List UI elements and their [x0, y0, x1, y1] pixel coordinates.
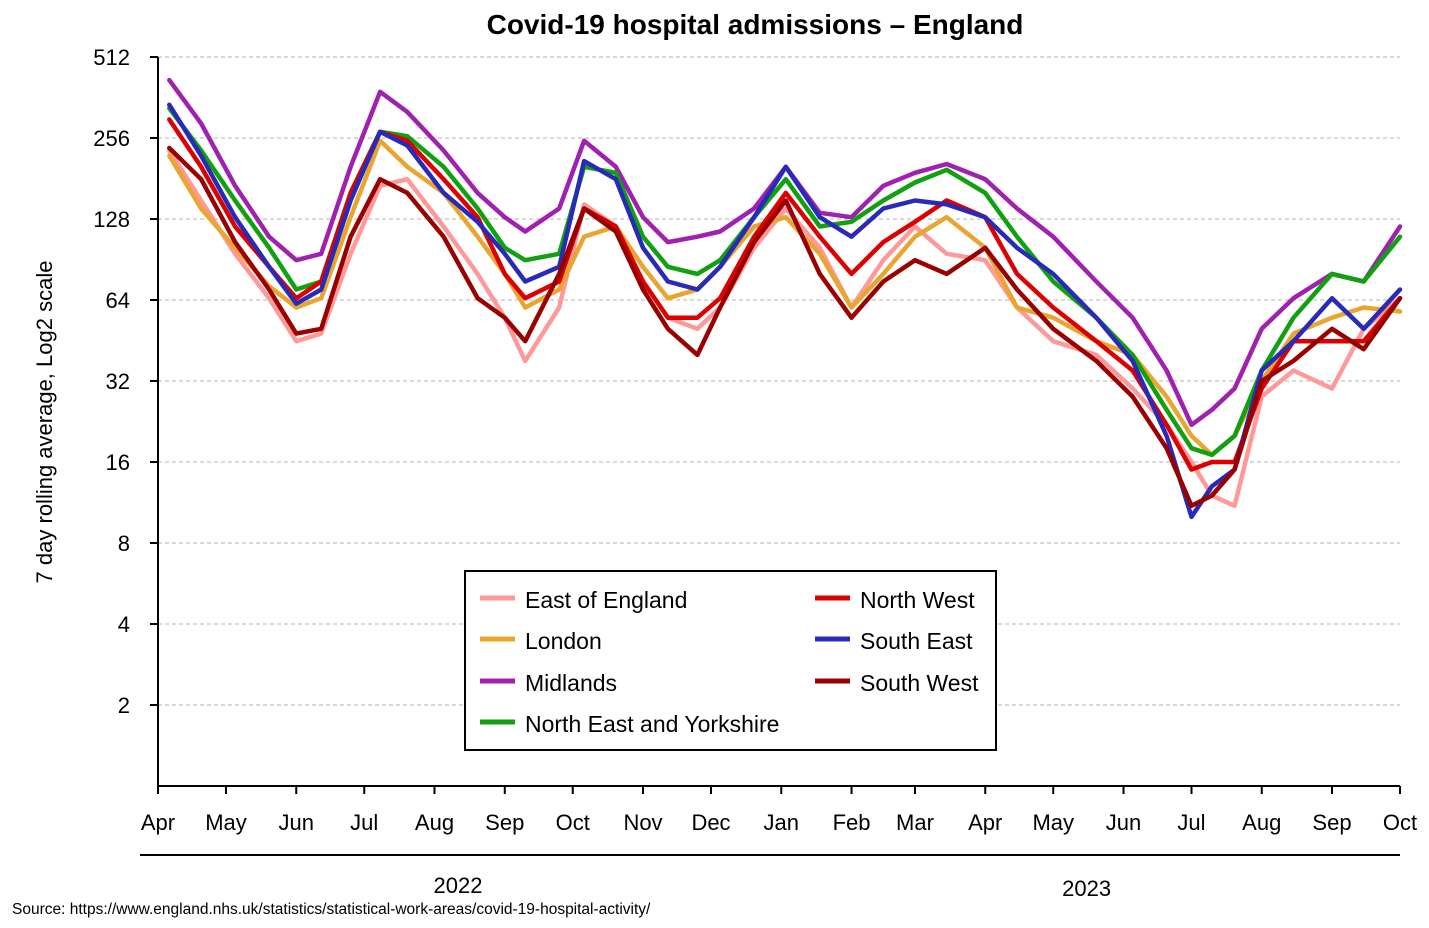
y-tick-label: 64: [106, 288, 130, 313]
legend-label: North East and Yorkshire: [525, 711, 779, 737]
x-tick-label: Sep: [485, 810, 524, 835]
legend-box: [464, 570, 997, 751]
y-tick-label: 32: [106, 369, 130, 394]
y-ticks: 512 256 128 64 32 16 8 4 2: [93, 45, 158, 718]
x-tick-label: Aug: [415, 810, 454, 835]
x-tick-label: May: [1032, 810, 1074, 835]
x-tick-label: Jun: [1106, 810, 1141, 835]
series-lines: [167, 77, 1403, 520]
x-tick-label: Nov: [623, 810, 662, 835]
x-tick-label: Oct: [556, 810, 590, 835]
y-tick-label: 4: [118, 612, 130, 637]
year-label: 2023: [1062, 876, 1111, 901]
series-line-south-east: [167, 102, 1403, 520]
source-note: Source: https://www.england.nhs.uk/stati…: [12, 901, 651, 918]
y-tick-label: 16: [106, 450, 130, 475]
y-tick-label: 256: [93, 126, 130, 151]
x-tick-label: Sep: [1312, 810, 1351, 835]
y-axis-label: 7 day rolling average, Log2 scale: [32, 261, 57, 584]
x-tick-label: Jun: [279, 810, 314, 835]
x-tick-label: Aug: [1242, 810, 1281, 835]
x-tick-label: Apr: [141, 810, 175, 835]
x-ticks: Apr May Jun Jul Aug Sep Oct Nov Dec Jan Feb Mar Apr M…: [141, 786, 1417, 835]
legend-label: Midlands: [525, 670, 617, 696]
legend-label: North West: [860, 587, 975, 613]
x-tick-label: Apr: [968, 810, 1002, 835]
y-tick-label: 2: [118, 693, 130, 718]
legend-label: East of England: [525, 587, 687, 613]
series-line-midlands: [167, 77, 1403, 428]
x-tick-label: Oct: [1383, 810, 1417, 835]
series-line-south-west: [167, 145, 1403, 509]
x-tick-label: Jul: [350, 810, 378, 835]
legend-label: London: [525, 628, 602, 654]
chart-title: Covid-19 hospital admissions – England: [487, 9, 1024, 40]
x-tick-label: May: [205, 810, 247, 835]
x-tick-label: Jan: [764, 810, 799, 835]
year-label: 2022: [434, 873, 483, 898]
year-labels: 2022 2023: [140, 854, 1400, 901]
x-tick-label: Feb: [833, 810, 871, 835]
y-tick-label: 8: [118, 531, 130, 556]
legend-label: South West: [860, 670, 979, 696]
y-tick-label: 512: [93, 45, 130, 70]
legend: East of England London Midlands North East …: [464, 570, 997, 751]
y-tick-label: 128: [93, 207, 130, 232]
legend-label: South East: [860, 628, 973, 654]
series-line-east-of-england: [167, 148, 1403, 509]
x-tick-label: Jul: [1177, 810, 1205, 835]
x-tick-label: Mar: [896, 810, 934, 835]
series-line-london: [167, 138, 1403, 458]
x-tick-label: Dec: [691, 810, 730, 835]
